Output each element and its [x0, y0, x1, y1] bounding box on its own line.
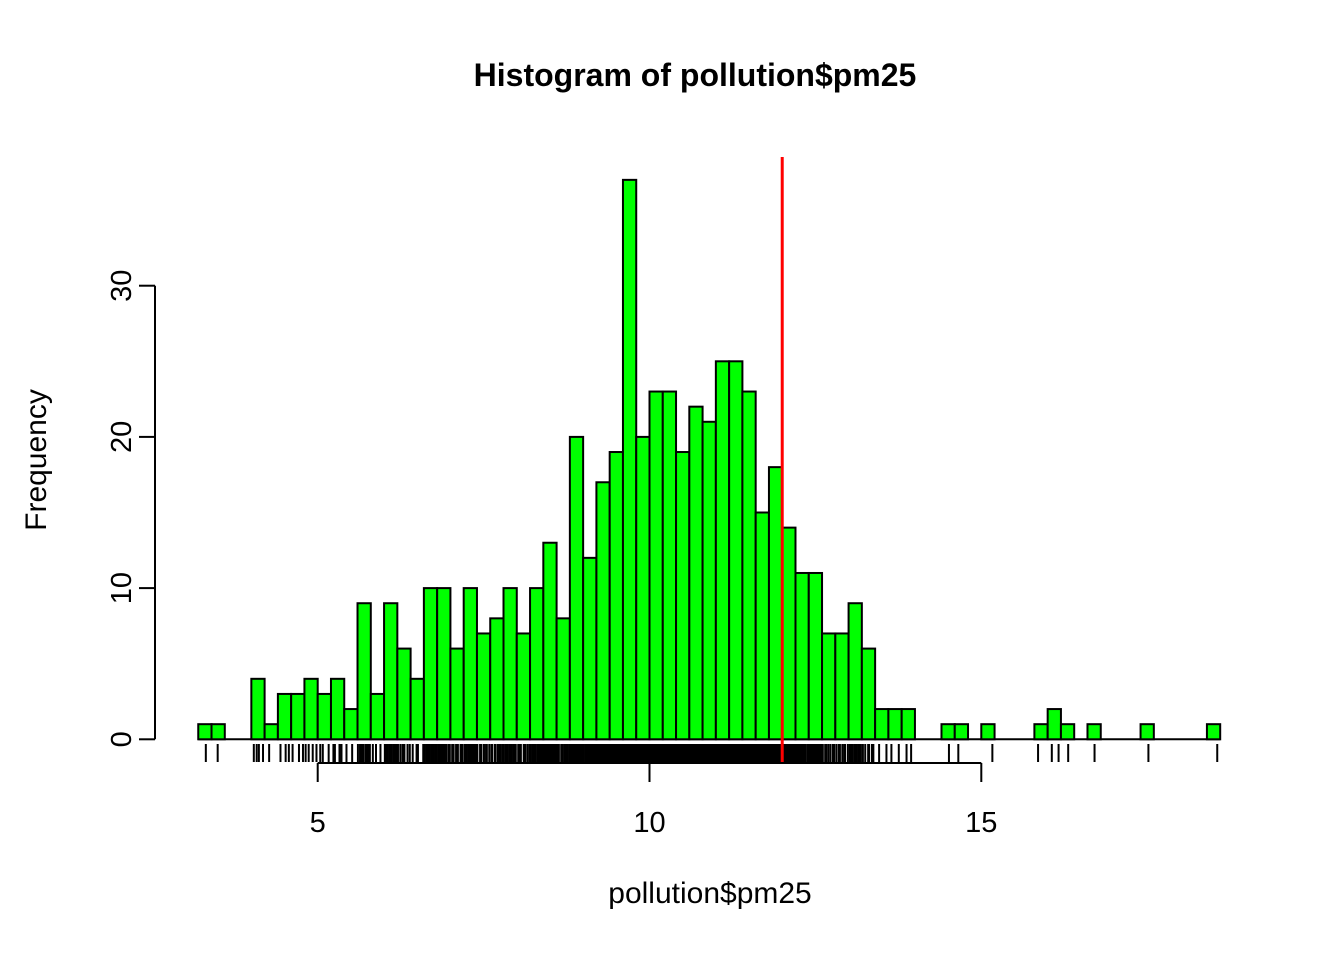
histogram-bar [197, 723, 213, 741]
histogram-bar [343, 708, 359, 741]
histogram-bar [1205, 723, 1222, 741]
histogram-bar [1139, 723, 1155, 741]
histogram-bar [303, 677, 319, 741]
histogram-bar [489, 617, 505, 741]
histogram-bar [741, 390, 757, 741]
histogram-bar [515, 632, 532, 741]
histogram-bar [542, 541, 558, 741]
histogram-bar [821, 632, 837, 741]
y-tick-label: 10 [106, 572, 138, 604]
histogram-bar [754, 511, 770, 741]
histogram-bar [980, 723, 996, 741]
histogram-bar [688, 405, 704, 741]
plot-title: Histogram of pollution$pm25 [473, 57, 917, 93]
histogram-bar [436, 587, 452, 741]
histogram-bar [794, 571, 810, 741]
x-tick-label: 15 [965, 807, 997, 839]
histogram-bar [608, 451, 624, 741]
histogram-bar [568, 435, 585, 741]
histogram-bar [356, 602, 372, 741]
histogram-bar [714, 360, 731, 741]
histogram-bar [635, 435, 651, 741]
histogram-bar [263, 723, 279, 741]
histogram-bar [329, 677, 346, 741]
x-tick-label: 5 [310, 807, 326, 839]
histogram-bar [595, 481, 611, 741]
histogram-bar [781, 526, 797, 741]
histogram-bar [1033, 723, 1049, 741]
histogram-bar [290, 692, 306, 741]
histogram-bar [887, 708, 903, 741]
histogram-bar [940, 723, 956, 741]
histogram-bar [409, 677, 425, 741]
histogram-bar [396, 647, 412, 741]
histogram-bar [475, 632, 492, 741]
histogram-bar [767, 466, 784, 741]
histogram-bar [529, 587, 545, 741]
histogram-bar [316, 692, 332, 741]
histogram-bar [369, 692, 386, 741]
histogram-bar [210, 723, 226, 741]
histogram-bar [1059, 723, 1076, 741]
histogram-bar [900, 708, 916, 741]
histogram-bar [834, 632, 850, 741]
histogram-bar [276, 692, 293, 741]
histogram-bar [1086, 723, 1102, 741]
histogram-bar [422, 587, 439, 741]
histogram-bar [1046, 708, 1062, 741]
x-axis-label: pollution$pm25 [608, 877, 812, 910]
histogram-bar [874, 708, 890, 741]
histogram-bar [502, 587, 518, 741]
histogram-bar [383, 602, 399, 741]
histogram-bar [847, 602, 863, 741]
y-tick-label: 0 [106, 731, 138, 747]
histogram-bar [582, 556, 598, 741]
histogram-bar [701, 420, 717, 741]
x-tick-label: 10 [633, 807, 665, 839]
histogram-bar [648, 390, 664, 741]
histogram-bar [728, 360, 744, 741]
histogram-bar [555, 617, 571, 741]
histogram-bar [621, 178, 638, 741]
histogram-bar [661, 390, 678, 741]
histogram-bar [462, 587, 478, 741]
histogram-bar [860, 647, 877, 741]
histogram-bar [675, 451, 691, 741]
histogram-bar [250, 677, 266, 741]
histogram-bar [807, 571, 824, 741]
histogram-bar [953, 723, 970, 741]
histogram-bar [449, 647, 465, 741]
y-tick-label: 30 [106, 270, 138, 302]
y-tick-label: 20 [106, 421, 138, 453]
